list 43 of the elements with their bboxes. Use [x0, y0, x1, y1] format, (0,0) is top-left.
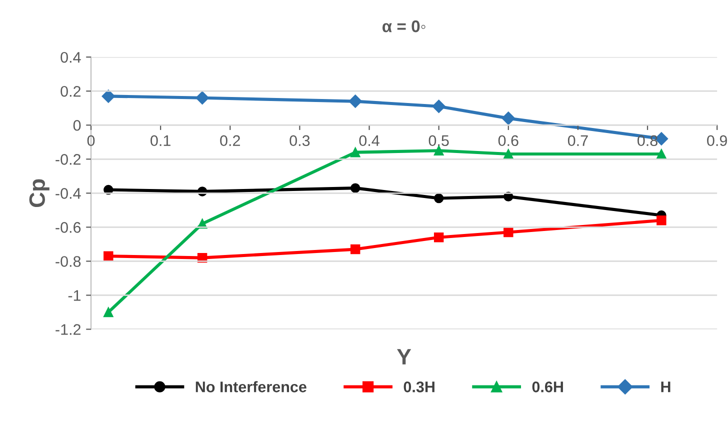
y-tick-label: -1	[68, 290, 81, 301]
point	[656, 216, 666, 226]
point	[104, 251, 114, 261]
legend-label: H	[661, 382, 670, 392]
x-tick-label: 0.5	[428, 135, 449, 146]
x-tick-label: 0.4	[359, 135, 380, 146]
point	[504, 149, 514, 159]
y-tick-label: -0.6	[56, 222, 81, 233]
point	[656, 149, 666, 159]
point	[434, 146, 444, 156]
x-tick-label: 0.6	[498, 135, 518, 146]
legend-label: No Interference	[196, 381, 306, 392]
x-tick-label: 0.7	[568, 135, 588, 146]
legend-label: 0.6H	[532, 382, 563, 392]
point	[104, 307, 114, 318]
y-tick-label: -0.2	[56, 154, 81, 165]
chart-title: α = 0◦	[382, 20, 426, 32]
point	[434, 232, 444, 242]
x-tick-label: 0.2	[220, 135, 240, 146]
y-tick-label: 0.4	[60, 52, 81, 63]
point	[434, 193, 444, 204]
y-tick-label: 0.2	[60, 86, 81, 97]
x-tick-label: 0.8	[637, 135, 658, 146]
point	[348, 94, 362, 108]
point	[502, 112, 515, 125]
x-tick-label: 0.1	[150, 135, 170, 146]
y-tick-label: -1.2	[56, 324, 81, 335]
y-tick-label: 0	[73, 120, 81, 131]
point	[350, 147, 360, 158]
point	[102, 90, 115, 103]
x-tick-label: 0.9	[707, 135, 727, 146]
legend-label: 0.3H	[404, 382, 434, 392]
point	[350, 244, 360, 254]
x-tick-label: 0	[87, 135, 95, 146]
y-tick-label: -0.4	[56, 188, 81, 199]
y-axis-title: Cp	[29, 179, 50, 208]
point	[504, 227, 514, 238]
point	[196, 91, 209, 104]
y-tick-label: -0.8	[56, 256, 81, 267]
point	[432, 100, 446, 113]
point	[350, 183, 360, 193]
x-tick-label: 0.3	[290, 135, 310, 146]
x-axis-title: Y	[397, 349, 412, 364]
